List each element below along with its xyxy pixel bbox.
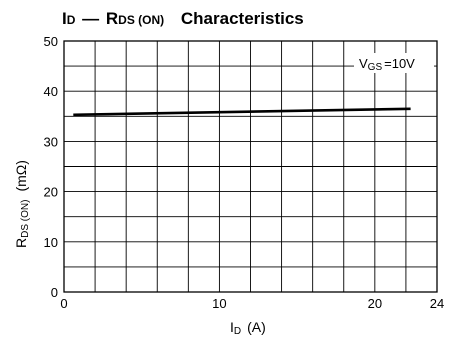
- title-i: I: [62, 9, 67, 28]
- grid: [64, 41, 437, 292]
- y-tick-label: 0: [51, 285, 58, 300]
- svg-text:VGS=10V: VGS =10V: [359, 56, 415, 73]
- xlabel-d: D: [234, 326, 241, 337]
- x-tick-label: 24: [430, 296, 444, 311]
- annotation-v: V: [359, 56, 368, 71]
- plot-frame: [63, 40, 438, 293]
- tick-labels: 0 10 20 24 0 10 20 30 40 50: [44, 34, 445, 311]
- svg-text:ID — RDS (ON): ID — RDS (ON) Characteristics: [62, 9, 304, 28]
- y-tick-label: 10: [44, 235, 58, 250]
- ylabel-unit: (mΩ): [13, 160, 29, 191]
- y-tick-label: 50: [44, 34, 58, 49]
- svg-text:RDS (ON)(mΩ): RDS (ON) (mΩ): [13, 160, 31, 248]
- svg-text:ID(A): ID (A): [230, 319, 266, 337]
- xlabel-i: I: [230, 319, 234, 335]
- x-tick-label: 20: [368, 296, 382, 311]
- y-tick-label: 40: [44, 84, 58, 99]
- y-axis-label: RDS (ON) (mΩ): [13, 160, 31, 248]
- x-tick-label: 10: [212, 296, 226, 311]
- annotation-gs: GS: [368, 62, 383, 73]
- annotation-background: [354, 53, 434, 73]
- title-ds-on: DS (ON): [118, 13, 164, 27]
- x-axis-label: ID (A): [230, 319, 266, 337]
- title-dash: —: [82, 9, 99, 28]
- y-tick-label: 30: [44, 134, 58, 149]
- annotation-value: =10V: [384, 56, 415, 71]
- chart-title: ID — RDS (ON) Characteristics: [62, 9, 304, 28]
- title-d: D: [67, 13, 76, 27]
- series-layer: [73, 107, 411, 117]
- ylabel-ds-on: DS (ON): [20, 200, 31, 238]
- series-line: [73, 107, 411, 117]
- ylabel-r: R: [13, 238, 29, 248]
- title-r: R: [106, 9, 118, 28]
- y-tick-label: 20: [44, 185, 58, 200]
- x-tick-label: 0: [60, 296, 67, 311]
- vgs-annotation: VGS =10V: [354, 53, 434, 73]
- title-rest: Characteristics: [181, 9, 304, 28]
- xlabel-unit: (A): [247, 319, 266, 335]
